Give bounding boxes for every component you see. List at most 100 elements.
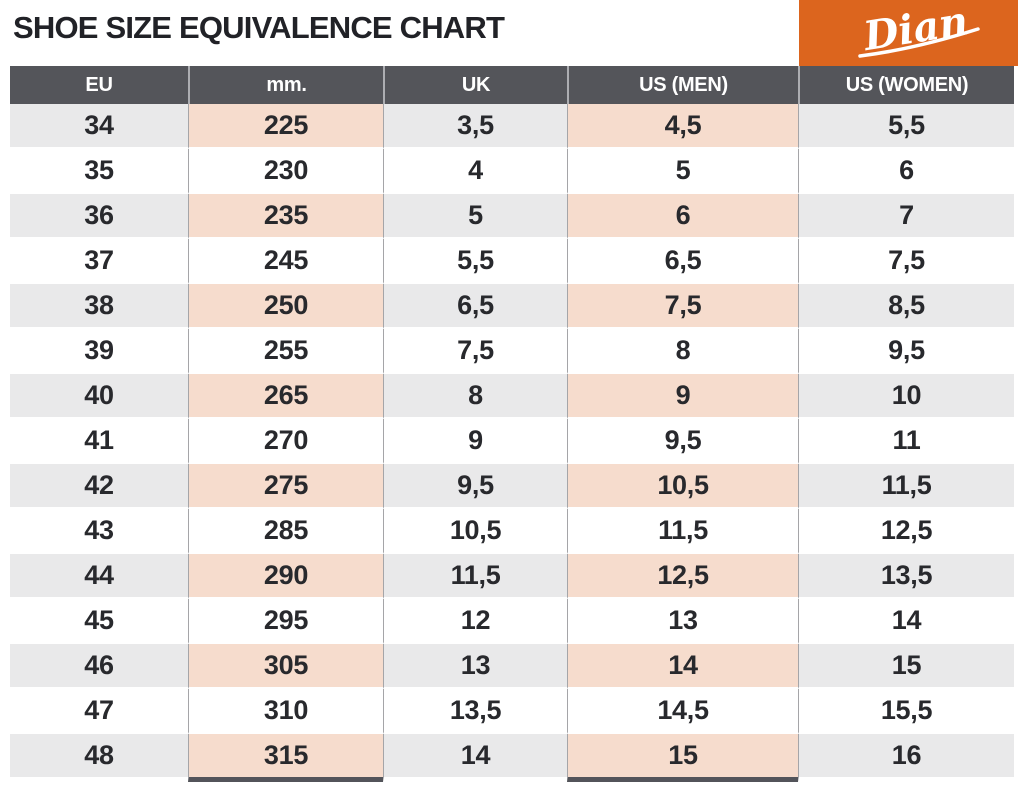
cell: 275 — [188, 464, 383, 509]
cell: 310 — [188, 689, 383, 734]
cell: 39 — [10, 329, 188, 374]
cell: 4,5 — [567, 104, 798, 149]
cell: 37 — [10, 239, 188, 284]
cell: 8,5 — [798, 284, 1014, 329]
cell: 250 — [188, 284, 383, 329]
column-header: mm. — [188, 66, 383, 104]
cell: 43 — [10, 509, 188, 554]
cell: 9,5 — [383, 464, 567, 509]
brand-logo-text: Dian — [859, 2, 971, 60]
cell: 3,5 — [383, 104, 567, 149]
cell: 4 — [383, 149, 567, 194]
cell: 225 — [188, 104, 383, 149]
table-row: 40 265 8 9 10 — [10, 374, 1014, 419]
cell: 6 — [798, 149, 1014, 194]
cell: 10,5 — [383, 509, 567, 554]
table-row: 44 290 11,5 12,5 13,5 — [10, 554, 1014, 599]
table-row: 47 310 13,5 14,5 15,5 — [10, 689, 1014, 734]
table-row: 43 285 10,5 11,5 12,5 — [10, 509, 1014, 554]
cell: 40 — [10, 374, 188, 419]
cell: 9,5 — [798, 329, 1014, 374]
cell: 15,5 — [798, 689, 1014, 734]
cell: 10,5 — [567, 464, 798, 509]
cell: 9 — [567, 374, 798, 419]
cell: 42 — [10, 464, 188, 509]
size-equivalence-table: EU mm. UK US (MEN) US (WOMEN) 34 225 3,5 4,5 5,5… — [10, 66, 1014, 782]
cell: 6 — [567, 194, 798, 239]
cell: 15 — [798, 644, 1014, 689]
cell: 7,5 — [567, 284, 798, 329]
cell: 5,5 — [383, 239, 567, 284]
brand-logo-box: Dian — [799, 0, 1018, 66]
cell: 48 — [10, 734, 188, 782]
table-row: 45 295 12 13 14 — [10, 599, 1014, 644]
cell: 11,5 — [567, 509, 798, 554]
table-row: 48 315 14 15 16 — [10, 734, 1014, 782]
cell: 11,5 — [383, 554, 567, 599]
cell: 5,5 — [798, 104, 1014, 149]
cell: 12,5 — [567, 554, 798, 599]
cell: 5 — [567, 149, 798, 194]
cell: 5 — [383, 194, 567, 239]
column-header: EU — [10, 66, 188, 104]
cell: 41 — [10, 419, 188, 464]
table-row: 39 255 7,5 8 9,5 — [10, 329, 1014, 374]
cell: 315 — [188, 734, 383, 782]
cell: 285 — [188, 509, 383, 554]
cell: 14 — [567, 644, 798, 689]
cell: 36 — [10, 194, 188, 239]
cell: 6,5 — [567, 239, 798, 284]
cell: 295 — [188, 599, 383, 644]
cell: 38 — [10, 284, 188, 329]
table-row: 37 245 5,5 6,5 7,5 — [10, 239, 1014, 284]
table-row: 34 225 3,5 4,5 5,5 — [10, 104, 1014, 149]
cell: 7,5 — [383, 329, 567, 374]
table-header-row: EU mm. UK US (MEN) US (WOMEN) — [10, 66, 1014, 104]
table-row: 36 235 5 6 7 — [10, 194, 1014, 239]
cell: 290 — [188, 554, 383, 599]
column-header: UK — [383, 66, 567, 104]
table-row: 46 305 13 14 15 — [10, 644, 1014, 689]
cell: 12,5 — [798, 509, 1014, 554]
cell: 13,5 — [798, 554, 1014, 599]
cell: 15 — [567, 734, 798, 782]
cell: 9 — [383, 419, 567, 464]
cell: 35 — [10, 149, 188, 194]
cell: 7 — [798, 194, 1014, 239]
cell: 46 — [10, 644, 188, 689]
cell: 6,5 — [383, 284, 567, 329]
cell: 10 — [798, 374, 1014, 419]
cell: 14 — [383, 734, 567, 782]
table-row: 38 250 6,5 7,5 8,5 — [10, 284, 1014, 329]
column-header: US (MEN) — [567, 66, 798, 104]
table-row: 41 270 9 9,5 11 — [10, 419, 1014, 464]
cell: 16 — [798, 734, 1014, 782]
cell: 230 — [188, 149, 383, 194]
cell: 11 — [798, 419, 1014, 464]
brand-logo-icon: Dian — [858, 2, 980, 60]
cell: 14,5 — [567, 689, 798, 734]
cell: 8 — [383, 374, 567, 419]
cell: 13,5 — [383, 689, 567, 734]
cell: 12 — [383, 599, 567, 644]
cell: 13 — [567, 599, 798, 644]
cell: 255 — [188, 329, 383, 374]
cell: 7,5 — [798, 239, 1014, 284]
cell: 235 — [188, 194, 383, 239]
column-header: US (WOMEN) — [798, 66, 1014, 104]
page-title: SHOE SIZE EQUIVALENCE CHART — [13, 10, 505, 45]
cell: 34 — [10, 104, 188, 149]
cell: 44 — [10, 554, 188, 599]
cell: 8 — [567, 329, 798, 374]
cell: 270 — [188, 419, 383, 464]
cell: 265 — [188, 374, 383, 419]
cell: 11,5 — [798, 464, 1014, 509]
cell: 13 — [383, 644, 567, 689]
cell: 305 — [188, 644, 383, 689]
cell: 245 — [188, 239, 383, 284]
cell: 14 — [798, 599, 1014, 644]
cell: 45 — [10, 599, 188, 644]
cell: 47 — [10, 689, 188, 734]
table-row: 35 230 4 5 6 — [10, 149, 1014, 194]
